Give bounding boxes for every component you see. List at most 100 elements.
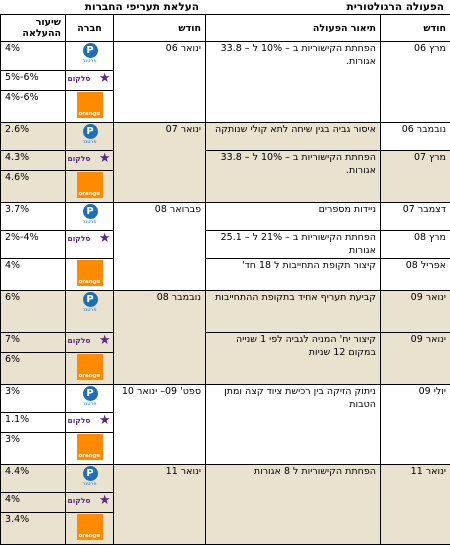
rate-cell: 2%-4% xyxy=(1,231,66,259)
action-month-cell: ינואר 09 xyxy=(381,291,450,333)
table-row: 4% orange קיצור תקופת התחייבות ל 18 חד' … xyxy=(1,259,450,291)
cellcom-logo-icon: סלקום★ xyxy=(68,334,112,348)
action-desc-cell: הפחתת הקישוריות ב – 21% ל – 25.1 אגורות xyxy=(206,231,381,259)
action-month-cell: מרץ 06 xyxy=(381,42,450,123)
action-month-cell: מרץ 08 xyxy=(381,231,450,259)
company-cell: סלקום★ xyxy=(66,493,114,513)
col-rate-header: שיעור ההעלאה xyxy=(1,15,66,42)
rate-cell: 1.1% xyxy=(1,413,66,433)
page: הפעולה הרגולטורית העלאת תעריפי החברות שי… xyxy=(0,0,450,502)
rate-cell: 3% xyxy=(1,385,66,413)
action-month-cell: דצמבר 07 xyxy=(381,203,450,231)
rate-cell: 3.7% xyxy=(1,203,66,231)
rate-month-cell: ינואר 07 xyxy=(114,123,206,203)
rate-month-cell: ינואר 06 xyxy=(114,42,206,123)
company-cell: סלקום★ xyxy=(66,71,114,91)
rates-regulation-table: שיעור ההעלאה חברה חודש תיאור הפעולה חודש… xyxy=(0,14,450,545)
cellcom-logo-icon: סלקום★ xyxy=(68,152,112,166)
company-cell: סלקום★ xyxy=(66,413,114,433)
action-desc-cell: הפחתת הקישוריות ל 8 אגורות xyxy=(206,465,381,545)
col-company-header: חברה xyxy=(66,15,114,42)
rate-cell: 4% xyxy=(1,493,66,513)
action-desc-cell: ניתוק הזיקה בין רכישת ציוד קצה ומתן הטבו… xyxy=(206,385,381,465)
cellcom-logo-icon: סלקום★ xyxy=(68,494,112,508)
action-desc-cell: קביעת תעריף אחיד בתקופת ההתחייבות xyxy=(206,291,381,333)
rate-cell: 5%-6% xyxy=(1,71,66,91)
cellcom-logo-icon: סלקום★ xyxy=(68,414,112,428)
col-month-reg-header: חודש xyxy=(381,15,450,42)
company-cell: orange xyxy=(66,353,114,385)
rate-cell: 6% xyxy=(1,291,66,333)
company-cell: orange xyxy=(66,91,114,123)
action-month-cell: נובמבר 06 xyxy=(381,123,450,151)
action-month-cell: אפריל 08 xyxy=(381,259,450,291)
company-cell: סלקום★ xyxy=(66,333,114,353)
action-desc-cell: הפחתת הקישוריות ב – 10% ל – 33.8 אגורות. xyxy=(206,42,381,123)
column-header-row: שיעור ההעלאה חברה חודש תיאור הפעולה חודש xyxy=(1,15,450,42)
company-cell: סלקום★ xyxy=(66,151,114,171)
regulatory-group-header: הפעולה הרגולטורית xyxy=(205,0,450,14)
orange-logo-icon: orange xyxy=(77,172,103,198)
action-desc-cell: קיצור תקופת התחייבות ל 18 חד' xyxy=(206,259,381,291)
table-row: 2%-4% סלקום★ הפחתת הקישוריות ב – 21% ל –… xyxy=(1,231,450,259)
orange-logo-icon: orange xyxy=(77,92,103,118)
company-cell: orange xyxy=(66,171,114,203)
rate-month-cell: ינואר 11 xyxy=(114,465,206,545)
col-action-desc-header: תיאור הפעולה xyxy=(206,15,381,42)
table-row: 7% סלקום★ קיצור יח' המניה לגביה לפי 1 שנ… xyxy=(1,333,450,353)
company-cell: orange xyxy=(66,259,114,291)
rate-cell: 6% xyxy=(1,353,66,385)
rates-group-header: העלאת תעריפי החברות xyxy=(0,0,205,14)
action-month-cell: מרץ 07 xyxy=(381,151,450,203)
company-cell: סלקום★ xyxy=(66,231,114,259)
rate-cell: 4.4% xyxy=(1,465,66,493)
rate-cell: 3.4% xyxy=(1,513,66,545)
rate-cell: 4%-6% xyxy=(1,91,66,123)
rate-cell: 4% xyxy=(1,42,66,71)
cellcom-logo-icon: סלקום★ xyxy=(68,72,112,86)
action-desc-cell: ניידות מספרים xyxy=(206,203,381,231)
rate-cell: 2.6% xyxy=(1,123,66,151)
cellcom-logo-icon: סלקום★ xyxy=(68,232,112,246)
rate-cell: 4% xyxy=(1,259,66,291)
action-month-cell: ינואר 11 xyxy=(381,465,450,545)
action-desc-cell: איסור גביה בגין שיחה לתא קולי שנותקה xyxy=(206,123,381,151)
action-month-cell: ינואר 09 xyxy=(381,333,450,385)
rate-month-cell: ספט' 09– ינואר 10 xyxy=(114,385,206,465)
col-month-rates-header: חודש xyxy=(114,15,206,42)
action-desc-cell: קיצור יח' המניה לגביה לפי 1 שנייה במקום … xyxy=(206,333,381,385)
rate-month-cell: פברואר 08 xyxy=(114,203,206,291)
rate-cell: 3% xyxy=(1,433,66,465)
orange-logo-icon: orange xyxy=(77,514,103,540)
action-month-cell: יולי 09 xyxy=(381,385,450,465)
orange-logo-icon: orange xyxy=(77,434,103,460)
rate-cell: 4.3% xyxy=(1,151,66,171)
table-row: 4.3% סלקום★ הפחתת הקישוריות ב – 10% ל – … xyxy=(1,151,450,171)
company-cell: orange xyxy=(66,513,114,545)
rate-month-cell: נובמבר 08 xyxy=(114,291,206,385)
orange-logo-icon: orange xyxy=(77,260,103,286)
rate-cell: 4.6% xyxy=(1,171,66,203)
orange-logo-icon: orange xyxy=(77,354,103,380)
company-cell: orange xyxy=(66,433,114,465)
action-desc-cell: הפחתת הקישוריות ב – 10% ל – 33.8 אגורות. xyxy=(206,151,381,203)
rate-cell: 7% xyxy=(1,333,66,353)
